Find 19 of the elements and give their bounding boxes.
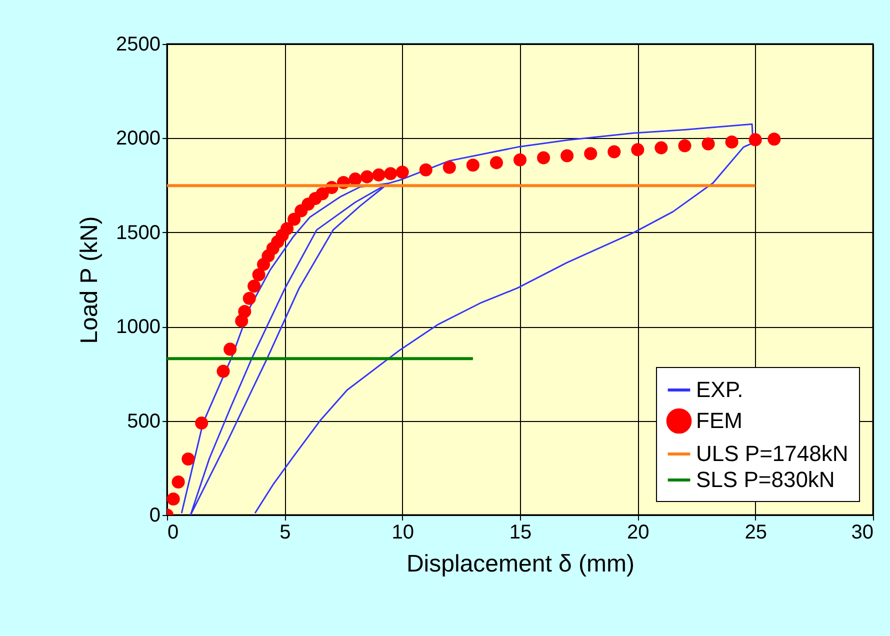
legend-label: SLS P=830kN (696, 467, 835, 492)
y-tick-label: 0 (149, 504, 160, 526)
x-tick-label: 15 (509, 522, 532, 544)
legend-label: ULS P=1748kN (696, 441, 848, 466)
x-tick-label: 10 (392, 522, 414, 544)
y-tick-label: 1500 (116, 222, 160, 244)
x-axis-title: Displacement δ (mm) (406, 550, 635, 578)
y-tick-label: 1000 (116, 316, 160, 338)
legend-label: EXP. (696, 377, 744, 402)
y-tick-label: 500 (127, 410, 160, 432)
x-tick-label: 30 (851, 522, 874, 544)
y-tick-label: 2500 (116, 34, 160, 56)
x-tick-label: 25 (744, 522, 767, 544)
x-tick-label: 5 (280, 522, 291, 544)
y-tick-label: 2000 (116, 128, 160, 150)
legend-label: FEM (696, 408, 742, 433)
x-tick-label: 0 (168, 522, 179, 544)
x-tick-label: 20 (627, 522, 650, 544)
y-axis-title: Load P (kN) (76, 216, 104, 344)
